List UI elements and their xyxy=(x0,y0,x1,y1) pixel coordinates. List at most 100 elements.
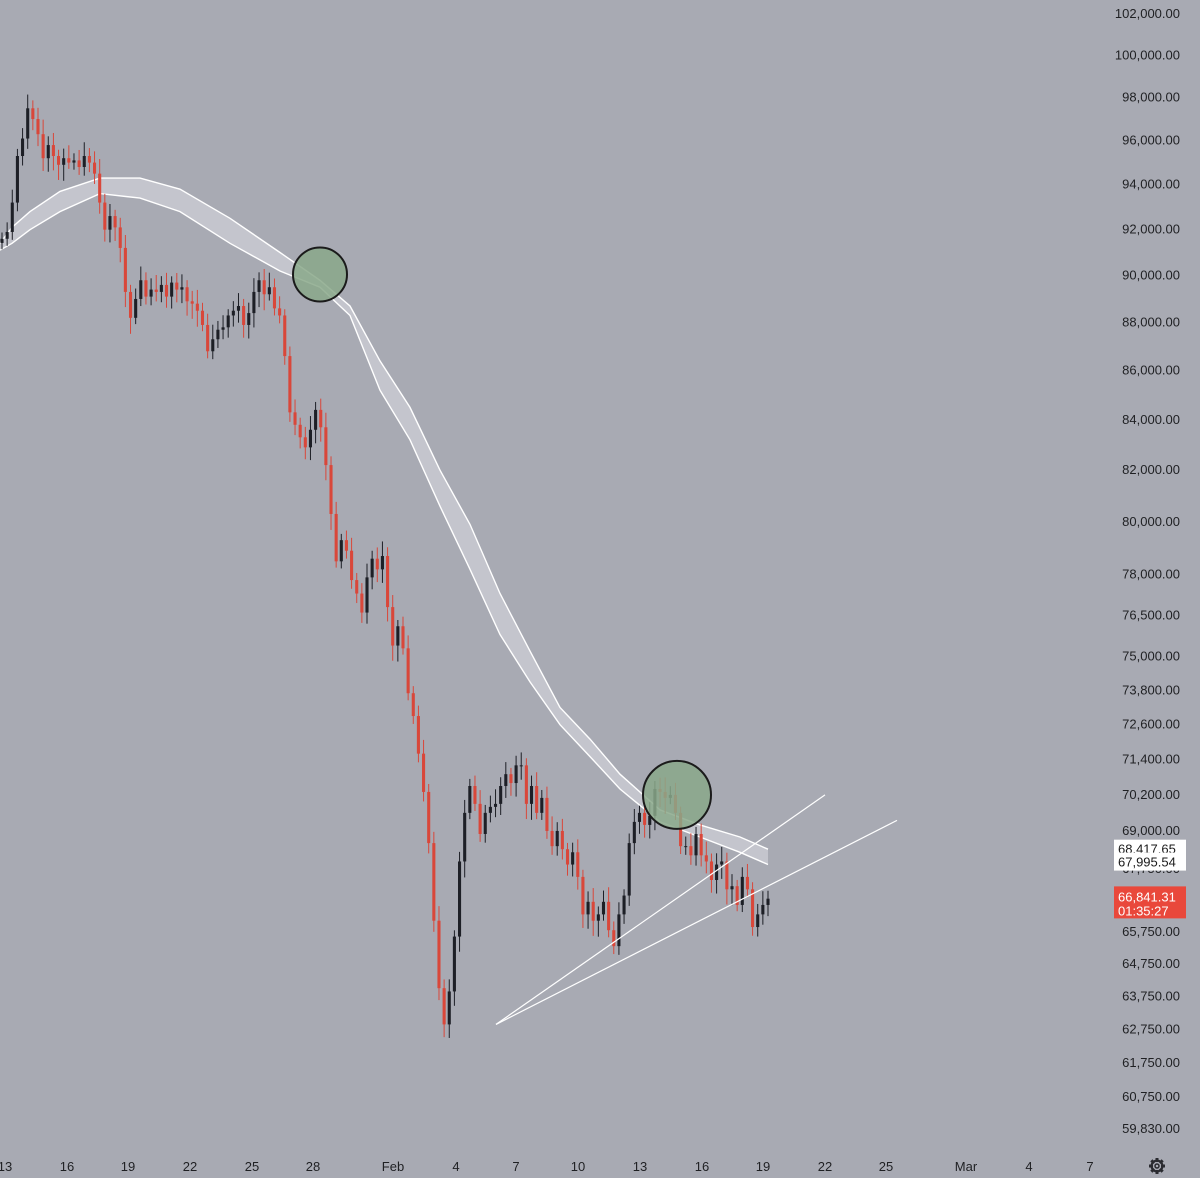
candle xyxy=(41,119,45,171)
candle xyxy=(720,846,724,879)
candle-body xyxy=(200,310,205,325)
candle xyxy=(607,887,611,938)
candle xyxy=(709,853,713,893)
candle xyxy=(149,278,153,306)
candle-body xyxy=(360,593,364,613)
candle-body xyxy=(704,855,708,862)
candle xyxy=(231,301,235,327)
candle xyxy=(524,758,528,820)
candle-body xyxy=(144,280,148,297)
candle xyxy=(128,284,133,334)
candle-body xyxy=(622,895,626,915)
candle-body xyxy=(267,287,271,295)
candle xyxy=(103,193,107,242)
candle-body xyxy=(329,465,333,514)
candle-body xyxy=(586,901,590,915)
candle-body xyxy=(488,806,492,813)
candle xyxy=(211,324,215,360)
y-axis: 102,000.00 100,000.00 98,000.00 96,000.00 94… xyxy=(1115,6,1180,1136)
candle xyxy=(87,148,91,173)
candle xyxy=(175,272,179,303)
candle-body xyxy=(519,765,523,767)
candle-body xyxy=(442,988,446,1025)
gear-icon[interactable] xyxy=(1149,1158,1165,1174)
candle xyxy=(344,530,348,559)
candle-body xyxy=(31,108,35,120)
candle xyxy=(206,313,210,359)
candle-body xyxy=(262,280,266,295)
candle xyxy=(509,767,513,796)
candle xyxy=(252,278,256,328)
candle-body xyxy=(0,238,4,243)
candle xyxy=(0,232,4,250)
candle-body xyxy=(62,158,66,165)
x-tick-label: 25 xyxy=(245,1159,259,1174)
candle xyxy=(293,399,297,436)
candle-body xyxy=(339,540,343,562)
candle xyxy=(560,818,564,860)
candle xyxy=(745,863,749,898)
x-tick-label: 4 xyxy=(1025,1159,1032,1174)
candle xyxy=(637,805,642,834)
y-tick-label: 69,000.00 xyxy=(1122,823,1180,838)
candle-body xyxy=(149,289,153,297)
candle xyxy=(319,398,323,442)
candle xyxy=(180,274,184,304)
candle xyxy=(529,775,534,820)
candle xyxy=(601,890,606,921)
candle xyxy=(108,203,112,243)
candle-body xyxy=(689,846,693,856)
candle xyxy=(159,276,163,303)
y-tick-label: 88,000.00 xyxy=(1122,315,1180,330)
x-tick-label: 25 xyxy=(879,1159,893,1174)
candle xyxy=(303,426,307,460)
ma-upper-line xyxy=(0,177,769,850)
candle-body xyxy=(195,303,199,311)
candle xyxy=(401,616,405,655)
candle xyxy=(26,94,30,149)
candle-body xyxy=(308,429,312,448)
candle-body xyxy=(560,830,564,850)
y-tick-label: 100,000.00 xyxy=(1115,47,1180,62)
candle-body xyxy=(699,833,703,856)
candle xyxy=(164,272,169,308)
y-tick-label: 84,000.00 xyxy=(1122,412,1180,427)
x-tick-label: 10 xyxy=(571,1159,585,1174)
trendline[interactable] xyxy=(495,794,826,1025)
y-tick-label: 75,000.00 xyxy=(1122,649,1180,664)
candle xyxy=(31,100,35,131)
candle-body xyxy=(715,864,719,880)
candle-body xyxy=(694,833,698,856)
candle xyxy=(257,272,261,308)
price-tag-box xyxy=(1114,886,1186,919)
candle xyxy=(694,826,698,866)
candle xyxy=(447,979,451,1038)
candle xyxy=(10,189,14,240)
candle-body xyxy=(134,298,138,318)
price-tag-countdown: 01:35:27 xyxy=(1118,903,1169,918)
candle-body xyxy=(540,797,544,813)
candle-body xyxy=(92,162,97,174)
candle-body xyxy=(324,427,328,466)
candle xyxy=(596,906,600,937)
candle xyxy=(499,777,503,815)
candle xyxy=(360,583,364,623)
candle xyxy=(751,882,755,936)
candle-body xyxy=(463,812,467,862)
candle-body xyxy=(36,119,40,135)
candle-body xyxy=(504,774,508,787)
candle-body xyxy=(98,173,102,203)
candle-body xyxy=(483,812,487,834)
candle-body xyxy=(709,861,713,880)
candle-body xyxy=(252,291,256,314)
candle-body xyxy=(637,812,642,822)
x-tick-label: 16 xyxy=(60,1159,74,1174)
candle-body xyxy=(514,765,518,784)
candle-body xyxy=(350,550,354,581)
candle-body xyxy=(745,876,749,890)
trendline[interactable] xyxy=(495,819,898,1025)
candle-body xyxy=(406,648,410,694)
candle-body xyxy=(139,280,143,299)
candle-body xyxy=(612,930,616,947)
